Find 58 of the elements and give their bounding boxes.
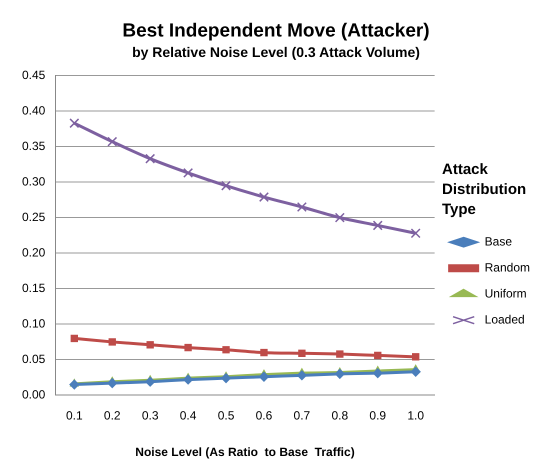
point: [410, 366, 421, 377]
point: [70, 334, 78, 342]
x-tick-label: 0.8: [331, 408, 348, 423]
point: [184, 344, 192, 352]
x-tick-label: 0.4: [180, 408, 197, 423]
y-tick-label: 0.20: [22, 245, 46, 260]
x-tick-label: 1.0: [407, 408, 424, 423]
x-tick-label: 0.1: [66, 408, 83, 423]
point: [108, 338, 116, 346]
legend-title: Attack Distribution Type: [442, 160, 528, 220]
point: [334, 212, 345, 223]
point: [372, 368, 383, 378]
y-tick-label: 0.00: [22, 388, 46, 402]
chart-title: Best Independent Move (Attacker): [122, 20, 430, 42]
x-tick-label: 0.6: [256, 408, 273, 423]
y-tick-label: 0.40: [22, 103, 46, 118]
point: [69, 118, 80, 128]
point: [107, 136, 118, 147]
point: [296, 370, 307, 380]
legend-label: Loaded: [484, 312, 525, 327]
point: [410, 228, 421, 238]
point: [412, 353, 420, 361]
x-tick-label: 0.3: [142, 408, 159, 423]
y-tick-label: 0.15: [22, 280, 46, 295]
point: [374, 352, 382, 360]
y-tick-label: 0.35: [22, 138, 46, 153]
x-axis-title: Noise Level (As Ratio to Base Traffic): [135, 445, 355, 460]
x-tick-label: 0.9: [369, 408, 386, 423]
point: [372, 220, 383, 230]
legend-label: Uniform: [484, 286, 527, 301]
y-tick-label: 0.45: [22, 68, 46, 82]
point: [69, 380, 80, 390]
y-tick-label: 0.05: [22, 352, 46, 366]
point: [336, 350, 344, 358]
point: [258, 192, 269, 202]
y-tick-label: 0.30: [22, 174, 46, 188]
point: [145, 376, 156, 387]
point: [258, 372, 269, 382]
point: [183, 374, 194, 385]
point: [146, 341, 154, 348]
legend-label: Base: [484, 234, 512, 249]
chart-subtitle: by Relative Noise Level (0.3 Attack Volume): [132, 44, 420, 60]
point: [222, 346, 230, 354]
x-tick-label: 0.7: [294, 408, 311, 423]
point: [183, 168, 194, 178]
y-tick-label: 0.10: [22, 316, 46, 330]
x-tick-label: 0.5: [218, 408, 235, 423]
point: [145, 154, 156, 164]
y-tick-label: 0.25: [22, 210, 46, 224]
legend-label: Random: [484, 260, 530, 275]
point: [107, 378, 118, 388]
x-tick-label: 0.2: [104, 408, 121, 423]
point: [221, 373, 232, 384]
point: [298, 350, 306, 357]
point: [296, 202, 307, 212]
point: [260, 348, 268, 356]
point: [334, 368, 345, 379]
point: [221, 180, 232, 191]
